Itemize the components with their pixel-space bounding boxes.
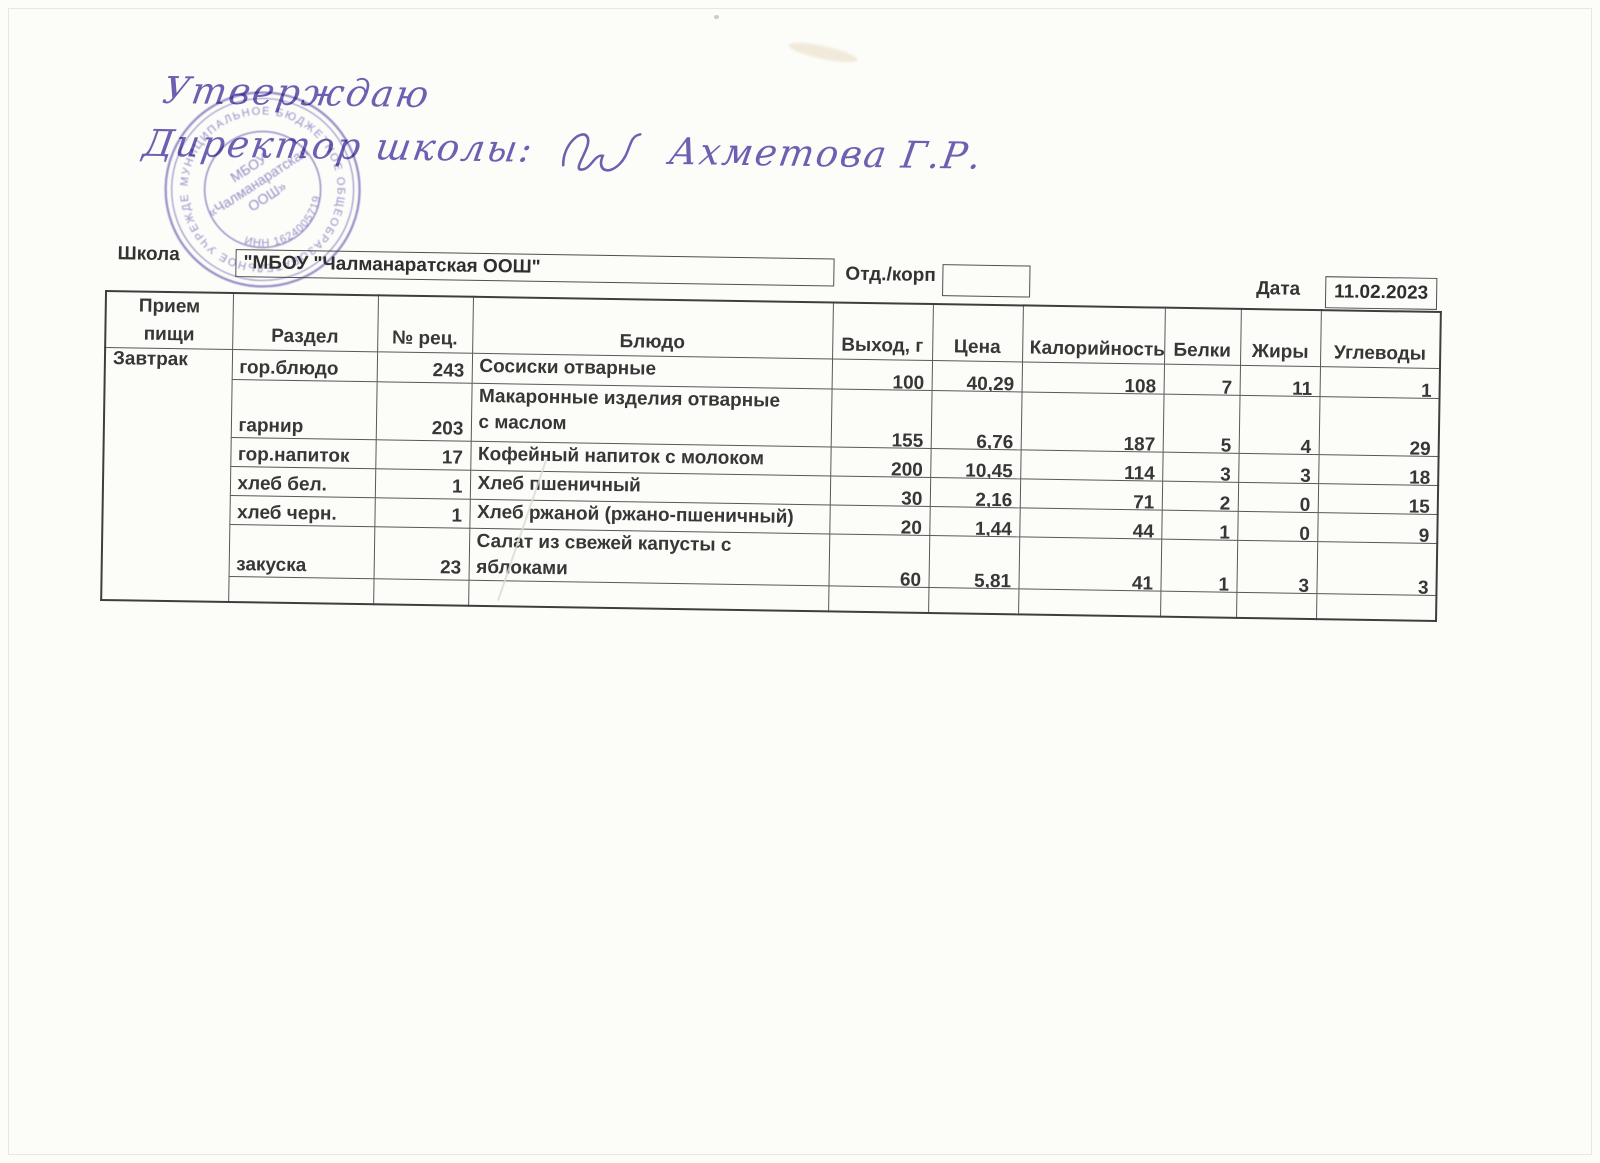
cell-calories: 114 [1020, 450, 1163, 482]
col-header-dish: Блюдо [472, 296, 833, 360]
cell-section: гор.напиток [230, 437, 376, 469]
cell-carbs: 15 [1317, 483, 1439, 515]
cell-price: 1,44 [929, 506, 1020, 538]
col-header-section: Раздел [232, 293, 378, 352]
cell-dish: Салат из свежей капусты с яблоками [468, 528, 830, 587]
cell-recipe: 17 [375, 439, 471, 471]
cell-carbs [1316, 593, 1437, 621]
cell-section: гарнир [230, 379, 377, 440]
dept-label: Отд./корп [845, 263, 936, 287]
col-header-fat: Жиры [1239, 308, 1321, 367]
cell-price: 10,45 [930, 448, 1021, 480]
cell-recipe: 23 [373, 526, 470, 581]
cell-carbs: 29 [1318, 396, 1440, 457]
cell-section [228, 576, 374, 605]
school-value: "МБОУ "Чалманаратская ООШ" [243, 252, 541, 278]
date-label: Дата [1256, 278, 1301, 300]
cell-price: 40,29 [931, 360, 1023, 393]
cell-protein: 3 [1162, 452, 1239, 483]
col-header-carbs: Углеводы [1319, 310, 1441, 369]
cell-protein [1160, 591, 1237, 618]
cell-protein: 1 [1161, 510, 1238, 541]
cell-recipe: 1 [374, 468, 471, 500]
cell-output: 60 [828, 534, 930, 588]
menu-table: Прием пищи Раздел № рец. Блюдо Выход, г … [100, 290, 1442, 622]
cell-output: 155 [830, 389, 932, 449]
col-header-price: Цена [932, 304, 1023, 363]
cell-output: 200 [830, 447, 931, 478]
cell-protein: 1 [1160, 539, 1238, 593]
cell-fat: 3 [1236, 540, 1318, 594]
col-header-recipe: № рец. [377, 295, 473, 354]
cell-output: 100 [831, 359, 933, 391]
cell-fat: 4 [1238, 395, 1320, 455]
cell-output: 20 [829, 505, 930, 536]
cell-fat: 0 [1237, 511, 1318, 542]
cell-fat [1236, 592, 1317, 619]
school-label: Школа [117, 243, 180, 266]
signature-icon [561, 133, 642, 172]
col-header-meal: Прием пищи [105, 291, 234, 350]
cell-fat: 0 [1237, 482, 1319, 513]
handwritten-signer-name: Ахметова Г.Р. [666, 129, 987, 178]
cell-protein: 2 [1161, 481, 1239, 512]
cell-calories: 71 [1019, 479, 1163, 511]
cell-output [828, 586, 929, 613]
cell-price: 5,81 [928, 535, 1020, 590]
cell-section: закуска [228, 524, 375, 580]
cell-calories [1018, 589, 1161, 617]
col-header-output: Выход, г [832, 302, 933, 361]
cell-protein: 5 [1162, 394, 1240, 454]
school-stamp: МУНИЦИПАЛЬНОЕ БЮДЖЕТНОЕ ОБЩЕОБРАЗОВАТЕЛЬ… [148, 75, 361, 288]
cell-calories: 41 [1018, 537, 1162, 592]
cell-output: 30 [829, 476, 931, 507]
cell-calories: 44 [1019, 508, 1162, 540]
cell-price: 2,16 [929, 477, 1021, 509]
cell-calories: 187 [1020, 392, 1164, 453]
cell-recipe [373, 579, 469, 606]
cell-recipe: 203 [375, 381, 472, 442]
cell-price [928, 587, 1019, 615]
cell-section: гор.блюдо [231, 349, 378, 382]
date-value: 11.02.2023 [1333, 281, 1429, 304]
cell-dish [468, 580, 829, 612]
cell-protein: 7 [1163, 364, 1240, 396]
dept-value-box [942, 264, 1031, 298]
cell-carbs: 3 [1316, 541, 1438, 596]
date-value-box: 11.02.2023 [1324, 276, 1438, 310]
cell-calories: 108 [1021, 362, 1165, 395]
cell-fat: 3 [1238, 453, 1319, 484]
scan-speck [714, 15, 719, 19]
cell-carbs: 18 [1318, 454, 1439, 486]
cell-dish: Макаронные изделия отварные с маслом [470, 383, 832, 448]
col-header-protein: Белки [1164, 307, 1241, 366]
handwritten-approval-line2: Директор школы: Ахметова Г.Р. [140, 113, 987, 178]
meal-name-cell: Завтрак [101, 347, 233, 602]
cell-carbs: 9 [1317, 512, 1438, 544]
cell-recipe: 243 [376, 351, 473, 384]
cell-section: хлеб бел. [229, 466, 376, 498]
cell-carbs: 1 [1319, 366, 1440, 399]
cell-price: 6,76 [930, 390, 1022, 451]
col-header-calories: Калорийность [1022, 305, 1165, 365]
cell-recipe: 1 [374, 497, 470, 529]
cell-section: хлеб черн. [229, 495, 375, 527]
cell-fat: 11 [1239, 365, 1320, 397]
